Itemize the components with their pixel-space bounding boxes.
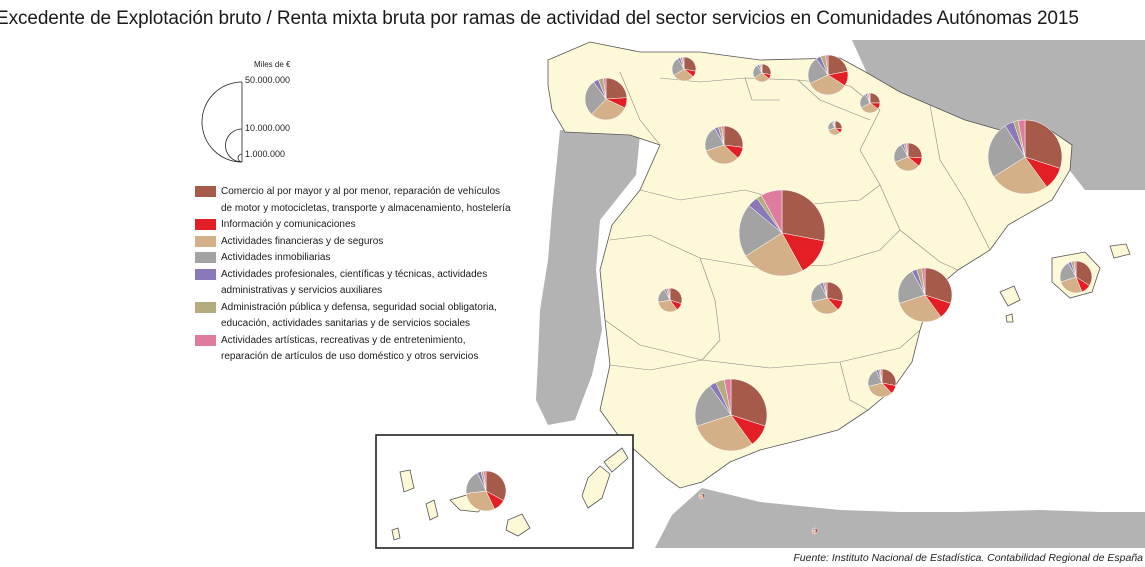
pie-asturias — [671, 56, 697, 82]
legend-item-artisticas: Actividades artísticas, recreativas y de… — [195, 333, 545, 366]
pie-catalu-a — [987, 119, 1063, 195]
pie-slice — [879, 368, 883, 384]
pie-slice — [730, 378, 768, 427]
legend-item-informacion: Información y comunicaciones — [195, 217, 545, 234]
legend-swatch — [195, 235, 216, 247]
pie-pa-s-vasco — [807, 54, 849, 96]
legend-label: Información y comunicaciones — [221, 219, 356, 230]
pie-slice — [668, 287, 671, 301]
pie-slice — [584, 81, 607, 115]
legend-label: Actividades artísticas, recreativas y de… — [221, 334, 479, 363]
scale-circle-small — [237, 153, 243, 163]
pie-slice — [723, 378, 732, 416]
legend-swatch — [195, 252, 216, 263]
scale-circle-large — [201, 81, 243, 163]
legend-label: Actividades profesionales, científicas y… — [221, 268, 488, 297]
pie-slice — [483, 470, 487, 492]
pie-slice — [993, 156, 1048, 195]
legend-swatch — [195, 219, 216, 230]
pie-slice — [825, 54, 829, 76]
pie-slice — [811, 297, 839, 315]
scale-value-large: 50.000.000 — [245, 75, 291, 85]
scale-unit: Miles de € — [254, 60, 291, 69]
pie-slice — [987, 125, 1026, 178]
pie-slice — [924, 267, 953, 304]
legend-label: Comercio al por mayor y al por menor, re… — [221, 186, 511, 214]
legend-label: Administración pública y defensa, seguri… — [221, 301, 497, 330]
pie-slice — [868, 382, 892, 398]
pie-slice — [694, 385, 732, 427]
source-note: Fuente: Instituto Nacional de Estadístic… — [793, 552, 1143, 564]
pie-slice — [1073, 260, 1077, 278]
pie-slice — [465, 490, 495, 512]
pie-islas-baleares — [1059, 260, 1093, 294]
legend-label: Actividades financieras y de seguros — [221, 235, 384, 247]
pie-slice — [705, 144, 739, 165]
pie-slice — [603, 77, 607, 100]
scale-circle-medium — [225, 128, 243, 163]
pie-castilla-y-le-n — [704, 125, 744, 165]
pie-slice — [897, 271, 926, 304]
pie-cantabria — [752, 63, 772, 83]
pie-slice — [723, 125, 744, 148]
pie-castilla-la-mancha — [810, 281, 844, 315]
pie-slice — [591, 98, 626, 121]
pie-extremadura — [657, 287, 683, 313]
pie-comunidad-de-madrid — [738, 189, 826, 277]
pie-slice — [605, 77, 628, 100]
scale-value-medium: 10.000.000 — [245, 123, 291, 133]
pie-slice — [745, 232, 804, 277]
pie-slice — [682, 56, 685, 70]
pie-slice — [826, 281, 844, 302]
legend-swatch — [195, 301, 216, 313]
pie-slice — [833, 120, 836, 129]
pie-slice — [899, 294, 942, 323]
pie-slice — [1017, 119, 1026, 158]
legend-item-administracion: Administración pública y defensa, seguri… — [195, 300, 545, 333]
map-title: Excedente de Explotación bruto / Renta m… — [0, 8, 1079, 29]
pie-slice — [760, 63, 763, 74]
pie-slice — [696, 414, 753, 452]
scale-value-small: 1.000.000 — [245, 149, 286, 159]
legend-swatch — [195, 268, 216, 280]
pie-la-rioja — [827, 120, 843, 136]
legend-item-inmobiliarias: Actividades inmobiliarias — [195, 250, 545, 267]
pie-slice — [905, 142, 909, 158]
pie-regi-n-de-murcia — [867, 368, 897, 398]
pie-slice — [1024, 119, 1063, 169]
pie-slice — [809, 74, 846, 96]
pie-comunidad-valenciana — [897, 267, 953, 323]
pie-slice — [738, 205, 783, 257]
pie-slice — [811, 527, 816, 532]
legend: Comercio al por mayor y al por menor, re… — [195, 184, 545, 366]
legend-swatch — [195, 186, 216, 197]
legend-item-profesionales: Actividades profesionales, científicas y… — [195, 267, 545, 300]
legend-label: Actividades inmobiliarias — [221, 252, 331, 263]
pie-charts — [465, 54, 1093, 535]
pie-slice — [657, 299, 678, 313]
legend-swatch — [195, 334, 216, 346]
pie-slice — [868, 92, 871, 104]
pie-slice — [485, 470, 507, 501]
legend-item-comercio: Comercio al por mayor y al por menor, re… — [195, 184, 545, 217]
pie-slice — [781, 189, 826, 242]
pie-slice — [894, 156, 920, 172]
size-scale — [201, 81, 243, 163]
pie-melilla — [811, 527, 819, 535]
pie-canarias — [465, 470, 507, 512]
pie-navarra — [859, 92, 881, 114]
pie-galicia — [584, 77, 628, 121]
pie-slice — [824, 281, 828, 299]
pie-slice — [760, 189, 783, 234]
pie-slice — [921, 267, 926, 296]
pie-andaluc-a — [694, 378, 768, 452]
pie-ceuta — [698, 492, 706, 500]
region-borders — [604, 71, 991, 411]
legend-item-financieras: Actividades financieras y de seguros — [195, 234, 545, 251]
pie-arag-n — [893, 142, 923, 172]
pie-slice — [721, 125, 725, 146]
pie-slice — [698, 492, 703, 497]
